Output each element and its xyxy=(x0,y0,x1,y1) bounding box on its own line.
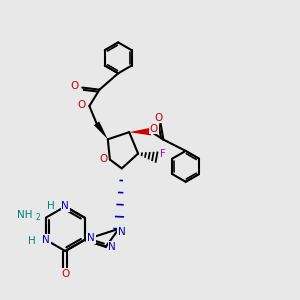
Text: N: N xyxy=(109,242,116,252)
Text: O: O xyxy=(71,81,79,92)
Text: N: N xyxy=(42,235,50,245)
Text: 2: 2 xyxy=(36,213,40,222)
Text: N: N xyxy=(87,233,95,243)
Polygon shape xyxy=(129,128,151,135)
Text: F: F xyxy=(160,149,166,159)
Polygon shape xyxy=(94,122,108,139)
Text: O: O xyxy=(150,124,158,134)
Text: N: N xyxy=(118,227,126,237)
Text: O: O xyxy=(78,100,86,110)
Text: N: N xyxy=(61,202,69,212)
Text: NH: NH xyxy=(17,210,32,220)
Text: O: O xyxy=(99,154,107,164)
Text: H: H xyxy=(28,236,36,246)
Text: O: O xyxy=(155,112,163,123)
Text: O: O xyxy=(61,269,69,279)
Text: H: H xyxy=(47,201,55,211)
